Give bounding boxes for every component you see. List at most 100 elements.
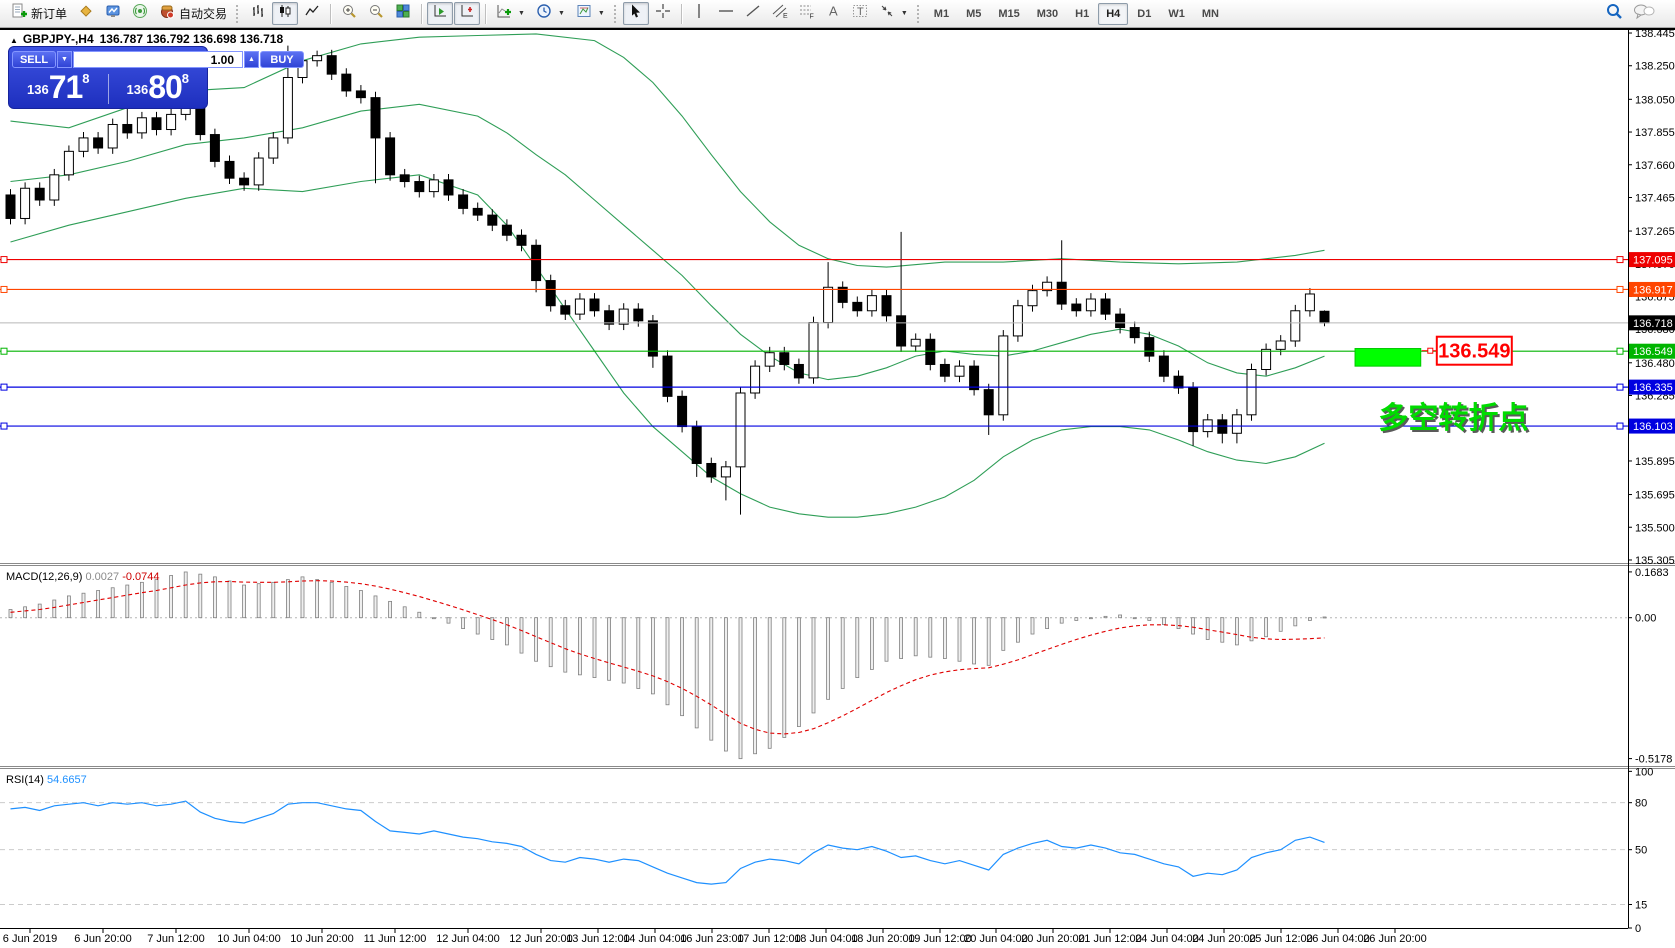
metaeditor-button[interactable] — [73, 2, 99, 25]
rsi-tick-label: 0 — [1635, 923, 1641, 935]
chart-title: ▲ GBPJPY-,H4 136.787 136.792 136.698 136.7… — [10, 32, 283, 46]
volume-input[interactable] — [73, 51, 243, 68]
chat-icon[interactable] — [1633, 2, 1655, 25]
rsi-tick-label: 50 — [1635, 845, 1647, 857]
tab-m15[interactable]: M15 — [998, 7, 1020, 20]
auto-scroll-button[interactable] — [427, 2, 454, 25]
one-click-trading-panel: SELL ▼ ▲ BUY 136 71 8 136 80 8 — [8, 46, 304, 109]
tile-windows-icon — [395, 3, 411, 24]
rsi-tick-label: 15 — [1635, 900, 1647, 912]
zoom-in-button[interactable] — [336, 2, 362, 25]
sell-price[interactable]: 136 71 8 — [9, 70, 108, 105]
tab-m1[interactable]: M1 — [933, 7, 950, 20]
bar-chart-button[interactable] — [245, 2, 271, 25]
price-tick-label: 137.465 — [1635, 192, 1675, 204]
price-tick-label: 138.250 — [1635, 61, 1675, 73]
time-tick-label: 21 Jun 12:00 — [1078, 933, 1142, 945]
periods-button[interactable]: ▼ — [531, 2, 570, 25]
sell-price-prefix: 136 — [26, 81, 49, 97]
chart-shift-button[interactable] — [454, 2, 481, 25]
zoom-out-button[interactable] — [363, 2, 389, 25]
tab-w1[interactable]: W1 — [1168, 7, 1185, 20]
fibonacci-tool[interactable]: F — [794, 2, 820, 25]
buy-price-prefix: 136 — [126, 81, 149, 97]
annotation-text[interactable]: 多空转折点 — [1378, 402, 1528, 435]
line-chart-icon — [304, 3, 320, 24]
vertical-line-tool[interactable] — [687, 2, 712, 25]
autotrading-label: 自动交易 — [179, 7, 228, 21]
tab-mn[interactable]: MN — [1201, 7, 1219, 20]
bollinger-middle-band — [10, 103, 1325, 381]
horizontal-line-tool[interactable] — [713, 2, 739, 25]
axis-price-flag — [1629, 418, 1675, 434]
volume-increase-button[interactable]: ▲ — [244, 51, 259, 68]
tab-h4[interactable]: H4 — [1098, 2, 1129, 25]
cursor-icon — [628, 3, 644, 24]
indicators-button[interactable]: ▼ — [491, 2, 530, 25]
templates-icon — [576, 3, 592, 24]
candlestick-chart-button[interactable] — [272, 2, 299, 25]
rsi-tick-label: 80 — [1635, 798, 1647, 810]
time-tick-label: 20 Jun 20:00 — [1021, 933, 1085, 945]
tile-windows-button[interactable] — [390, 2, 416, 25]
price-tick-label: 138.050 — [1635, 94, 1675, 106]
templates-button[interactable]: ▼ — [571, 2, 610, 25]
cursor-button[interactable] — [622, 2, 649, 25]
arrows-tool[interactable]: ▼ — [874, 2, 913, 25]
text-tool[interactable]: A — [821, 2, 846, 25]
search-icon[interactable] — [1605, 2, 1623, 25]
time-tick-label: 10 Jun 20:00 — [290, 933, 354, 945]
sell-price-pip: 8 — [82, 70, 90, 86]
axis-price-flag-text: 136.917 — [1633, 284, 1673, 296]
tab-m30[interactable]: M30 — [1036, 7, 1059, 20]
equidistant-channel-tool[interactable]: E — [767, 2, 793, 25]
new-order-icon — [11, 3, 27, 24]
signals-button[interactable] — [127, 2, 153, 25]
price-tick-label: 138.445 — [1635, 28, 1675, 40]
candlestick-chart-icon — [277, 3, 293, 24]
trendline-icon — [745, 3, 761, 24]
axis-price-flag — [1629, 281, 1675, 297]
collapse-arrow-icon[interactable]: ▲ — [10, 36, 18, 45]
buy-button[interactable]: BUY — [260, 51, 304, 68]
highlight-rectangle[interactable] — [1354, 348, 1422, 367]
price-tick-label: 135.895 — [1635, 456, 1675, 468]
macd-histogram — [8, 571, 1327, 760]
line-chart-button[interactable] — [299, 2, 325, 25]
new-order-button[interactable]: 新订单 — [6, 2, 72, 25]
buy-price-big: 80 — [148, 68, 183, 105]
tab-m5[interactable]: M5 — [966, 7, 982, 20]
price-callout-box[interactable] — [1435, 335, 1513, 366]
candles — [5, 45, 1330, 515]
trendline-tool[interactable] — [740, 2, 766, 25]
buy-price[interactable]: 136 80 8 — [109, 68, 208, 105]
svg-text:T: T — [857, 6, 864, 18]
time-tick-label: 12 Jun 20:00 — [509, 933, 573, 945]
autotrading-button[interactable]: 自动交易 — [154, 2, 232, 25]
tab-h1[interactable]: H1 — [1075, 7, 1090, 20]
time-tick-label: 26 Jun 20:00 — [1363, 933, 1427, 945]
volume-decrease-button[interactable]: ▼ — [57, 51, 72, 68]
sell-button[interactable]: SELL — [12, 51, 56, 68]
rsi-tick-label: 100 — [1635, 766, 1653, 778]
new-order-label: 新订单 — [31, 7, 68, 21]
macd-label: MACD(12,26,9) 0.0027 -0.0744 — [6, 571, 160, 583]
metaeditor-icon — [78, 3, 94, 24]
text-label-tool[interactable]: T — [847, 2, 873, 25]
time-tick-label: 7 Jun 12:00 — [147, 933, 205, 945]
axis-price-flag-text: 136.549 — [1633, 346, 1673, 358]
chevron-down-icon: ▼ — [557, 10, 565, 17]
time-tick-label: 13 Jun 12:00 — [566, 933, 630, 945]
terminal-button[interactable] — [100, 2, 126, 25]
toolbar-separator — [680, 3, 682, 24]
crosshair-button[interactable] — [650, 2, 676, 25]
ohlc-values: 136.787 136.792 136.698 136.718 — [99, 32, 284, 46]
time-tick-label: 10 Jun 04:00 — [217, 933, 281, 945]
axis-price-flag-text: 136.718 — [1633, 318, 1673, 330]
axis-price-flag — [1629, 379, 1675, 395]
macd-tick-label: -0.5178 — [1635, 754, 1672, 766]
tab-d1[interactable]: D1 — [1137, 7, 1152, 20]
bar-chart-icon — [250, 3, 266, 24]
